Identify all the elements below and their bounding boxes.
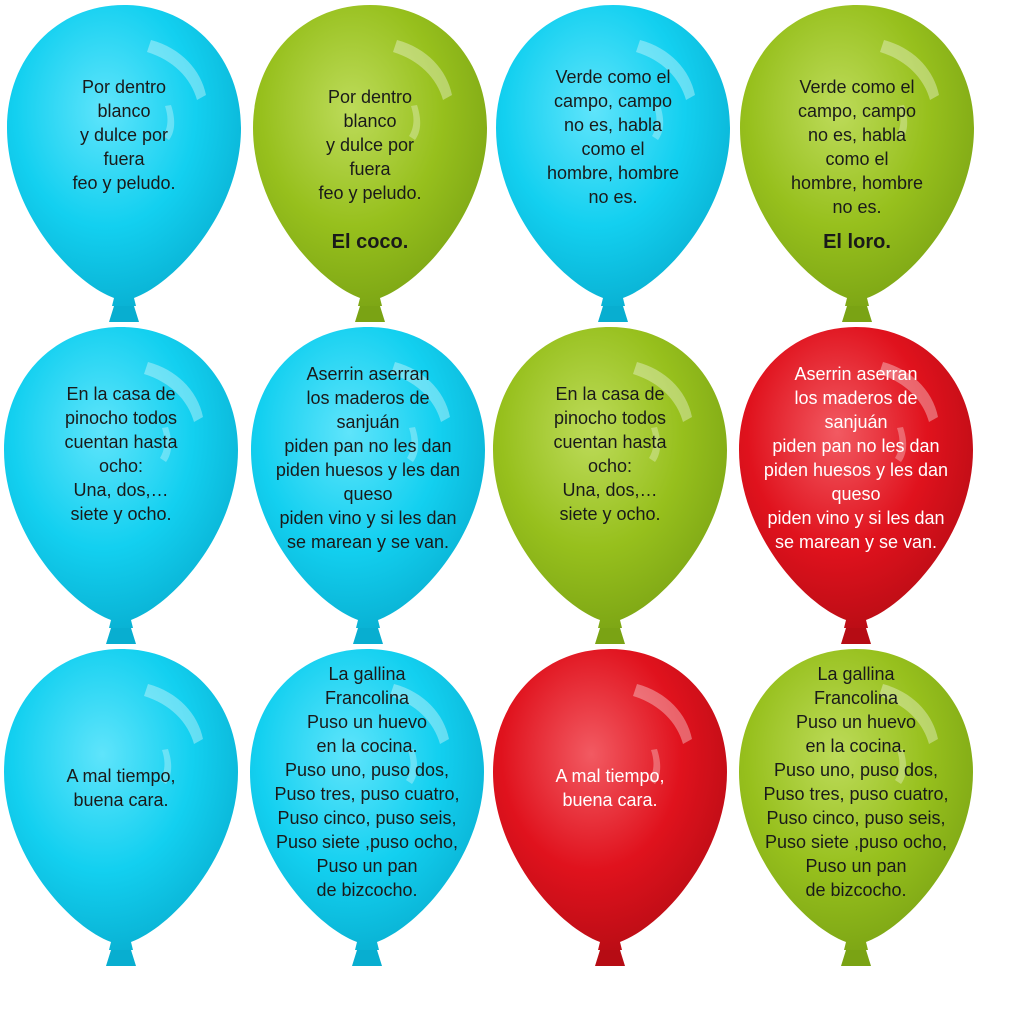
balloon-10: La gallina Francolina Puso un huevo en l… <box>244 644 490 974</box>
balloon-5: En la casa de pinocho todos cuentan hast… <box>0 322 244 652</box>
balloon-shape <box>493 649 727 966</box>
balloon-8: Aserrin aserran los maderos de sanjuán p… <box>733 322 979 652</box>
balloon-12: La gallina Francolina Puso un huevo en l… <box>733 644 979 974</box>
balloon-6: Aserrin aserran los maderos de sanjuán p… <box>245 322 491 652</box>
riddle-text: En la casa de pinocho todos cuentan hast… <box>64 384 178 524</box>
riddle-text: La gallina Francolina Puso un huevo en l… <box>763 664 949 900</box>
riddle-text: Aserrin aserran los maderos de sanjuán p… <box>763 364 949 552</box>
balloon-7: En la casa de pinocho todos cuentan hast… <box>487 322 733 652</box>
riddle-text: A mal tiempo, buena cara. <box>555 766 665 810</box>
riddle-text: Por dentro blanco y dulce por fuera feo … <box>72 77 176 193</box>
riddle-text: En la casa de pinocho todos cuentan hast… <box>553 384 667 524</box>
balloon-shape <box>740 5 974 322</box>
balloon-3: Verde como el campo, campo no es, habla … <box>490 0 736 330</box>
balloon-shape <box>739 327 973 644</box>
riddle-answer: El loro. <box>823 231 891 253</box>
riddle-text: Aserrin aserran los maderos de sanjuán p… <box>275 364 461 552</box>
balloon-shape <box>4 649 238 966</box>
balloon-2: Por dentro blanco y dulce por fuera feo … <box>247 0 493 330</box>
riddle-answer: El coco. <box>331 231 409 253</box>
riddle-text: Verde como el campo, campo no es, habla … <box>546 67 680 207</box>
balloon-shape <box>739 649 973 966</box>
balloon-1: Por dentro blanco y dulce por fuera feo … <box>1 0 247 330</box>
riddle-text: Por dentro blanco y dulce por fuera feo … <box>318 87 422 203</box>
balloon-shape <box>7 5 241 322</box>
balloon-shape <box>496 5 730 322</box>
balloon-shape <box>250 649 484 966</box>
balloon-shape <box>251 327 485 644</box>
riddle-text: La gallina Francolina Puso un huevo en l… <box>274 664 460 900</box>
balloon-11: A mal tiempo, buena cara. <box>487 644 733 974</box>
balloon-shape <box>4 327 238 644</box>
balloon-shape <box>493 327 727 644</box>
balloon-9: A mal tiempo, buena cara. <box>0 644 244 974</box>
balloon-shape <box>253 5 487 322</box>
riddle-text: Verde como el campo, campo no es, habla … <box>790 77 924 217</box>
riddle-text: A mal tiempo, buena cara. <box>66 766 176 810</box>
balloon-4: Verde como el campo, campo no es, habla … <box>734 0 980 330</box>
